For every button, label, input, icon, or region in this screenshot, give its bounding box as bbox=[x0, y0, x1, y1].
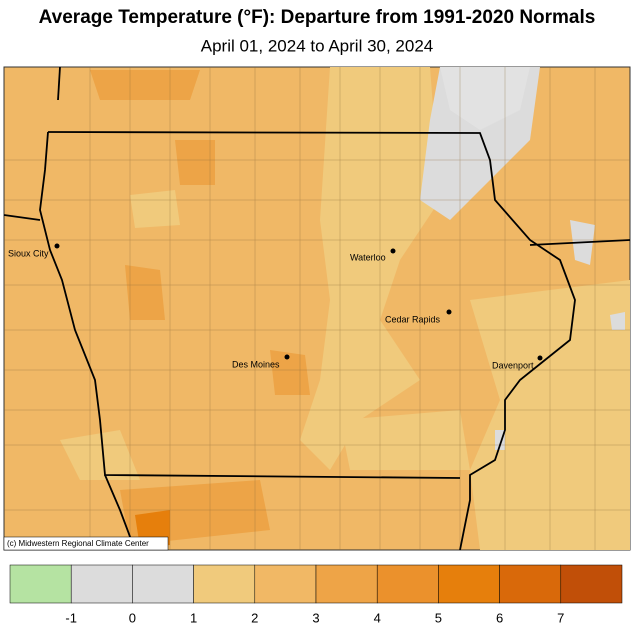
legend: -1 0 1 2 3 4 5 6 7 bbox=[9, 564, 623, 625]
legend-label: 3 bbox=[312, 610, 319, 625]
city-label: Des Moines bbox=[232, 359, 280, 369]
city-label: Davenport bbox=[492, 360, 534, 370]
legend-label: 7 bbox=[557, 610, 564, 625]
legend-swatch bbox=[315, 564, 378, 604]
credit-box bbox=[3, 536, 169, 551]
city-label: Waterloo bbox=[350, 252, 386, 262]
legend-swatch bbox=[193, 564, 256, 604]
city-dot bbox=[284, 354, 290, 360]
title: Average Temperature (°F): Departure from… bbox=[39, 7, 596, 28]
legend-swatch bbox=[9, 564, 72, 604]
cities: Sioux City Waterloo Cedar Rapids Des Moi… bbox=[8, 243, 543, 370]
city-dot bbox=[54, 243, 60, 249]
credit: (c) Midwestern Regional Climate Center bbox=[7, 539, 149, 548]
legend-label: 6 bbox=[496, 610, 503, 625]
legend-swatch bbox=[499, 564, 562, 604]
city-dot bbox=[537, 355, 543, 361]
city-label: Sioux City bbox=[8, 248, 49, 258]
legend-swatch bbox=[438, 564, 500, 604]
legend-label: 0 bbox=[129, 610, 136, 625]
legend-swatch bbox=[376, 564, 439, 604]
legend-label: 2 bbox=[251, 610, 258, 625]
legend-label: 5 bbox=[435, 610, 442, 625]
city-dot bbox=[446, 309, 452, 315]
legend-swatch bbox=[560, 564, 623, 604]
legend-label: 1 bbox=[190, 610, 197, 625]
legend-swatch bbox=[132, 564, 194, 604]
legend-swatch bbox=[70, 564, 133, 604]
map bbox=[3, 66, 631, 551]
legend-label: 4 bbox=[374, 610, 381, 625]
city-label: Cedar Rapids bbox=[385, 314, 441, 324]
legend-swatch bbox=[254, 564, 317, 604]
city-dot bbox=[390, 248, 396, 254]
legend-label: -1 bbox=[65, 610, 77, 625]
subtitle: April 01, 2024 to April 30, 2024 bbox=[201, 36, 434, 55]
